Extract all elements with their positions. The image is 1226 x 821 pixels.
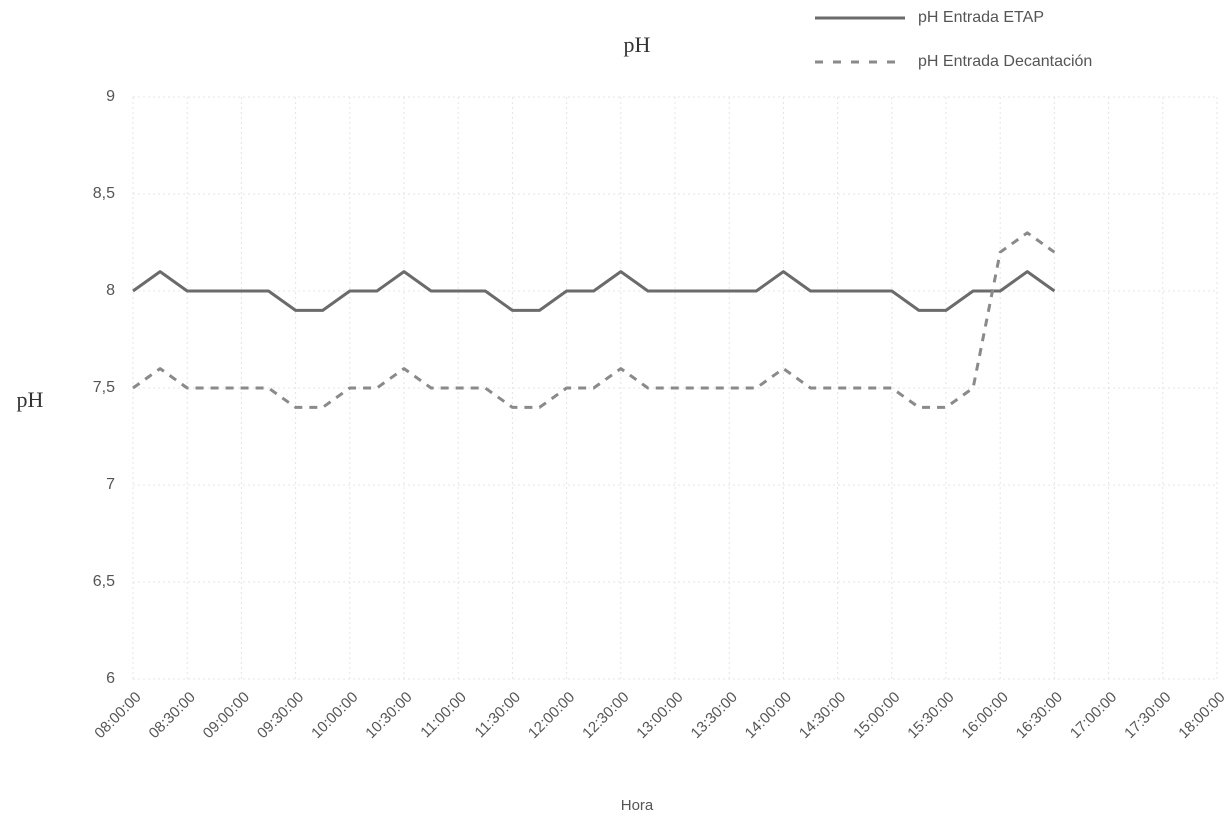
x-tick-label: 10:30:00 [362, 689, 415, 742]
x-tick-label: 09:00:00 [200, 689, 253, 742]
x-tick-label: 08:00:00 [91, 689, 144, 742]
x-tick-label: 09:30:00 [254, 689, 307, 742]
x-tick-label: 10:00:00 [308, 689, 361, 742]
x-tick-label: 13:00:00 [633, 689, 686, 742]
y-tick-label: 9 [106, 88, 115, 105]
x-tick-label: 12:30:00 [579, 689, 632, 742]
legend-label: pH Entrada ETAP [918, 9, 1044, 26]
x-tick-label: 16:00:00 [959, 689, 1012, 742]
x-axis-label: Hora [621, 797, 654, 814]
series-line [132, 231, 1056, 409]
y-tick-label: 7,5 [93, 379, 115, 396]
y-tick-label: 8 [106, 282, 115, 299]
x-tick-label: 15:30:00 [904, 689, 957, 742]
y-tick-label: 6,5 [93, 573, 115, 590]
x-tick-label: 14:00:00 [742, 689, 795, 742]
x-tick-label: 15:00:00 [850, 689, 903, 742]
y-tick-label: 7 [106, 476, 115, 493]
x-tick-label: 14:30:00 [796, 689, 849, 742]
x-tick-label: 13:30:00 [688, 689, 741, 742]
x-tick-label: 11:00:00 [417, 689, 470, 742]
x-tick-label: 16:30:00 [1013, 689, 1066, 742]
legend-label: pH Entrada Decantación [918, 53, 1092, 70]
x-tick-label: 17:00:00 [1067, 689, 1120, 742]
series-line [132, 270, 1056, 312]
chart-title: pH [624, 32, 651, 57]
x-tick-label: 12:00:00 [525, 689, 578, 742]
y-axis-label: pH [17, 387, 44, 412]
y-tick-label: 6 [106, 670, 115, 687]
x-tick-label: 08:30:00 [146, 689, 199, 742]
x-tick-label: 17:30:00 [1121, 689, 1174, 742]
x-tick-label: 11:30:00 [472, 689, 525, 742]
y-tick-label: 8,5 [93, 185, 115, 202]
x-tick-label: 18:00:00 [1175, 689, 1226, 742]
